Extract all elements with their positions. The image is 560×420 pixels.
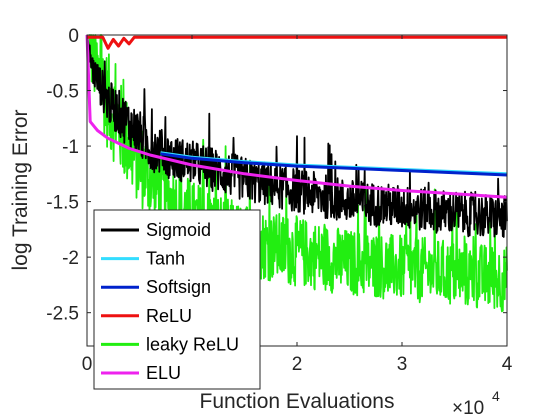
series-layer — [85, 34, 508, 313]
x-exponent-multiplier: ×10 — [452, 398, 484, 419]
x-tick-label: 0 — [82, 354, 93, 375]
x-tick-label: 4 — [502, 354, 513, 375]
legend-label-relu: ReLU — [146, 306, 192, 326]
y-tick-label: -1 — [62, 137, 79, 158]
legend-label-elu: ELU — [146, 363, 181, 383]
series-line-sigmoid — [86, 34, 508, 238]
legend-label-softsign: Softsign — [146, 277, 211, 297]
ticks-layer: 0 2 3 4 0 -0.5 -1 -1.5 -2 -2.5 — [46, 26, 512, 375]
legend: Sigmoid Tanh Softsign ReLU leaky ReLU ELU — [93, 209, 261, 390]
series-line-softsign — [160, 152, 508, 177]
legend-label-tanh: Tanh — [146, 249, 185, 269]
y-tick-label: 0 — [68, 26, 79, 47]
legend-label-leaky-relu: leaky ReLU — [146, 334, 239, 354]
x-exponent-power: 4 — [492, 388, 500, 404]
series-line-elu — [85, 34, 508, 199]
y-tick-label: -1.5 — [46, 193, 79, 214]
y-tick-label: -2 — [62, 248, 79, 269]
y-tick-label: -0.5 — [46, 82, 79, 103]
x-axis-label: Function Evaluations — [200, 390, 395, 413]
y-axis-label: log Training Error — [9, 109, 32, 270]
series-line-relu — [87, 35, 507, 50]
x-tick-label: 2 — [292, 354, 303, 375]
x-tick-label: 3 — [397, 354, 408, 375]
y-tick-label: -2.5 — [46, 304, 79, 325]
legend-box — [93, 209, 261, 390]
legend-label-sigmoid: Sigmoid — [146, 220, 211, 240]
